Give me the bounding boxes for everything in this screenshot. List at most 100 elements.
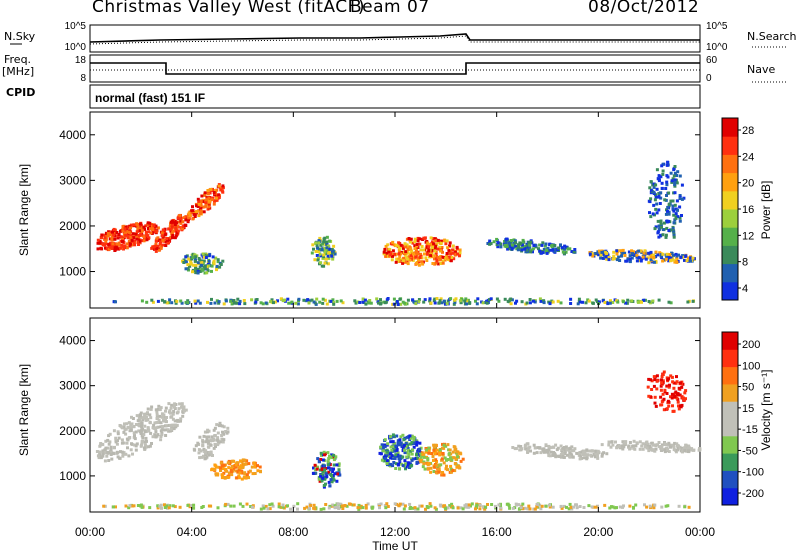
echo-cell [674, 172, 677, 175]
echo-cell [576, 506, 579, 509]
echo-cell [325, 472, 328, 475]
echo-cell [678, 387, 681, 390]
echo-cell [654, 227, 657, 230]
echo-cell [198, 257, 201, 260]
echo-cell [446, 443, 449, 446]
echo-cell [667, 400, 670, 403]
echo-cell [398, 458, 401, 461]
echo-cell [371, 506, 374, 509]
echo-cell [325, 258, 328, 261]
echo-cell [403, 449, 406, 452]
echo-cell [134, 437, 137, 440]
echo-cell [133, 243, 136, 246]
echo-cell [118, 233, 121, 236]
colorbar-segment [722, 154, 738, 173]
echo-cell [414, 255, 417, 258]
echo-cell [417, 239, 420, 242]
echo-cell [361, 301, 364, 304]
echo-cell [668, 301, 671, 304]
colorbar-tick-label: 100 [742, 360, 760, 372]
echo-cell [224, 477, 227, 480]
echo-cell [660, 222, 663, 225]
echo-cell [427, 249, 430, 252]
echo-cell [391, 464, 394, 467]
echo-cell [384, 301, 387, 304]
echo-cell [195, 444, 198, 447]
colorbar-segment [722, 384, 738, 402]
echo-cell [422, 301, 425, 304]
echo-cell [575, 503, 578, 506]
echo-cell [323, 238, 326, 241]
echo-cell [656, 231, 659, 234]
echo-cell [509, 298, 512, 301]
echo-cell [185, 260, 188, 263]
echo-cell [162, 228, 165, 231]
y-tick-label: 4000 [59, 128, 86, 142]
echo-cell [177, 229, 180, 232]
echo-cell [132, 232, 135, 235]
echo-cell [528, 244, 531, 247]
echo-cell [384, 438, 387, 441]
colorbar-segment [722, 470, 738, 488]
echo-cell [686, 301, 689, 304]
echo-cell [149, 421, 152, 424]
echo-cell [358, 301, 361, 304]
echo-cell [648, 186, 651, 189]
echo-cell [505, 241, 508, 244]
echo-cell [629, 447, 632, 450]
echo-cell [191, 205, 194, 208]
echo-cell [465, 302, 468, 305]
echo-cell [406, 258, 409, 261]
echo-cell [520, 248, 523, 251]
echo-cell [438, 451, 441, 454]
echo-cell [640, 301, 643, 304]
echo-cell [605, 255, 608, 258]
echo-cell [675, 212, 678, 215]
echo-cell [126, 442, 129, 445]
echo-cell [223, 302, 226, 305]
echo-cell [689, 260, 692, 263]
echo-cell [400, 244, 403, 247]
echo-cell [439, 463, 442, 466]
echo-cell [233, 505, 236, 508]
echo-cell [172, 413, 175, 416]
echo-cell [429, 502, 432, 505]
echo-cell [652, 212, 655, 215]
echo-cell [325, 246, 328, 249]
echo-cell [679, 175, 682, 178]
echo-cell [332, 250, 335, 253]
echo-cell [652, 448, 655, 451]
echo-cell [429, 505, 432, 508]
echo-cell [348, 502, 351, 505]
echo-cell [184, 218, 187, 221]
echo-cell [102, 505, 105, 508]
echo-cell [330, 255, 333, 258]
echo-cell [692, 300, 695, 303]
echo-cell [553, 244, 556, 247]
echo-cell [394, 453, 397, 456]
echo-cell [102, 243, 105, 246]
echo-cell [251, 506, 254, 509]
y-tick-label: 2000 [59, 219, 86, 233]
echo-cell [395, 261, 398, 264]
echo-cell [321, 302, 324, 305]
echo-cell [312, 472, 315, 475]
echo-cell [113, 429, 116, 432]
echo-cell [510, 239, 513, 242]
echo-cell [211, 439, 214, 442]
echo-cell [462, 507, 465, 510]
echo-cell [397, 303, 400, 306]
echo-cell [673, 221, 676, 224]
echo-cell [211, 468, 214, 471]
echo-cell [247, 462, 250, 465]
echo-cell [417, 508, 420, 511]
echo-cell [200, 450, 203, 453]
echo-cell [550, 249, 553, 252]
colorbar-segment [722, 349, 738, 367]
echo-cell [427, 506, 430, 509]
echo-cell [336, 463, 339, 466]
echo-cell [414, 302, 417, 305]
echo-cell [511, 244, 514, 247]
echo-cell [111, 231, 114, 234]
echo-cell [115, 440, 118, 443]
